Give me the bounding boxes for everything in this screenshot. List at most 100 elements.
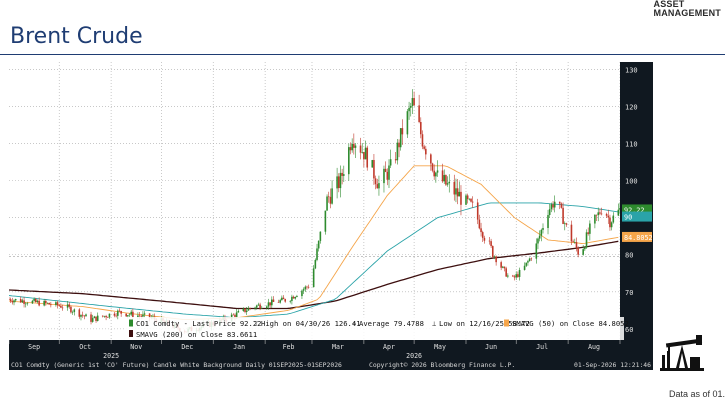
candle [456, 178, 459, 205]
candle [431, 162, 434, 173]
candle-body [55, 302, 57, 305]
candle-body [408, 107, 410, 112]
candle-body [599, 212, 601, 214]
candle-body [617, 209, 620, 216]
candle-body [401, 128, 404, 135]
candle-body [71, 311, 74, 313]
candle [337, 173, 340, 193]
candle-body [421, 134, 424, 147]
candle-body [304, 286, 307, 290]
candle-body [609, 217, 611, 228]
candle [247, 306, 250, 311]
candle-body [460, 191, 462, 205]
candle [361, 143, 364, 154]
candle [507, 273, 509, 279]
candle-body [85, 314, 87, 317]
candle [101, 315, 104, 318]
candle-body [512, 275, 514, 277]
y-tick-label: 120 [625, 103, 638, 111]
candle [68, 302, 71, 309]
candle-body [480, 228, 482, 233]
candle [272, 296, 275, 303]
candle-body [553, 201, 556, 208]
candle [471, 196, 474, 208]
candle [572, 239, 574, 243]
candle-body [481, 232, 484, 238]
candle-body [458, 191, 461, 197]
candle [446, 176, 449, 187]
candle [43, 299, 45, 307]
candle-body [148, 313, 151, 318]
candle [11, 297, 14, 305]
candle-body [600, 213, 603, 215]
candle-body [552, 204, 554, 208]
candle [505, 266, 507, 277]
candle-body [419, 122, 422, 135]
candle-body [91, 318, 94, 322]
candle [284, 298, 287, 303]
candle-body [351, 143, 353, 151]
candle-body [589, 223, 591, 234]
candle-body [326, 196, 328, 211]
candle [575, 237, 578, 252]
candle-body [361, 152, 364, 153]
candle-body [271, 299, 273, 306]
candle [232, 313, 235, 316]
candle [430, 153, 432, 171]
y-tick-label: 60 [625, 326, 633, 334]
candle [48, 302, 50, 305]
candle [113, 311, 116, 318]
x-month-label: Nov [130, 343, 142, 351]
candle-body [550, 204, 553, 210]
candle-body [466, 195, 469, 200]
footer-left: CO1 Comdty (Generic 1st 'CO' Future) Can… [11, 361, 342, 369]
candle-body [140, 316, 143, 317]
candle-body [95, 316, 97, 321]
price-label-box [622, 204, 652, 215]
candle-body [108, 313, 111, 318]
candle [574, 238, 576, 244]
candle [33, 297, 35, 302]
candle-body [50, 304, 52, 306]
candle-body [612, 215, 615, 223]
candle [336, 167, 338, 199]
candle-body [500, 262, 502, 268]
candle [291, 294, 293, 305]
candle-body [13, 300, 15, 303]
x-month-label: Feb [283, 343, 295, 351]
candle [538, 230, 541, 242]
candle [587, 227, 589, 236]
candle [617, 203, 620, 217]
candle-body [128, 314, 131, 316]
candle-body [610, 222, 613, 228]
candle [245, 307, 248, 316]
x-month-label: Jan [233, 343, 245, 351]
candle-body [389, 159, 392, 166]
y-tick-label: 70 [625, 289, 633, 297]
candle [80, 314, 82, 321]
candle-body [507, 275, 509, 277]
x-year-label: 2026 [406, 352, 422, 360]
candle [302, 287, 305, 294]
candle-body [232, 314, 235, 316]
candle [597, 207, 600, 222]
oil-pumpjack-icon [660, 335, 704, 371]
candle [535, 238, 538, 264]
candle [58, 303, 61, 307]
candle [45, 299, 47, 306]
candle [267, 298, 270, 310]
candle-body [23, 300, 25, 304]
candle-body [406, 111, 409, 135]
candle [56, 300, 59, 309]
candle [495, 255, 497, 266]
candle [584, 246, 586, 251]
candle [70, 305, 72, 314]
candle-body [476, 202, 479, 220]
candle-body [247, 308, 250, 311]
candle [500, 260, 502, 271]
candle-body [319, 231, 322, 241]
candle [306, 285, 308, 290]
candle-body [436, 170, 439, 173]
candle [502, 265, 504, 269]
legend-low: Low on 12/16/25 58.72 [439, 319, 530, 328]
